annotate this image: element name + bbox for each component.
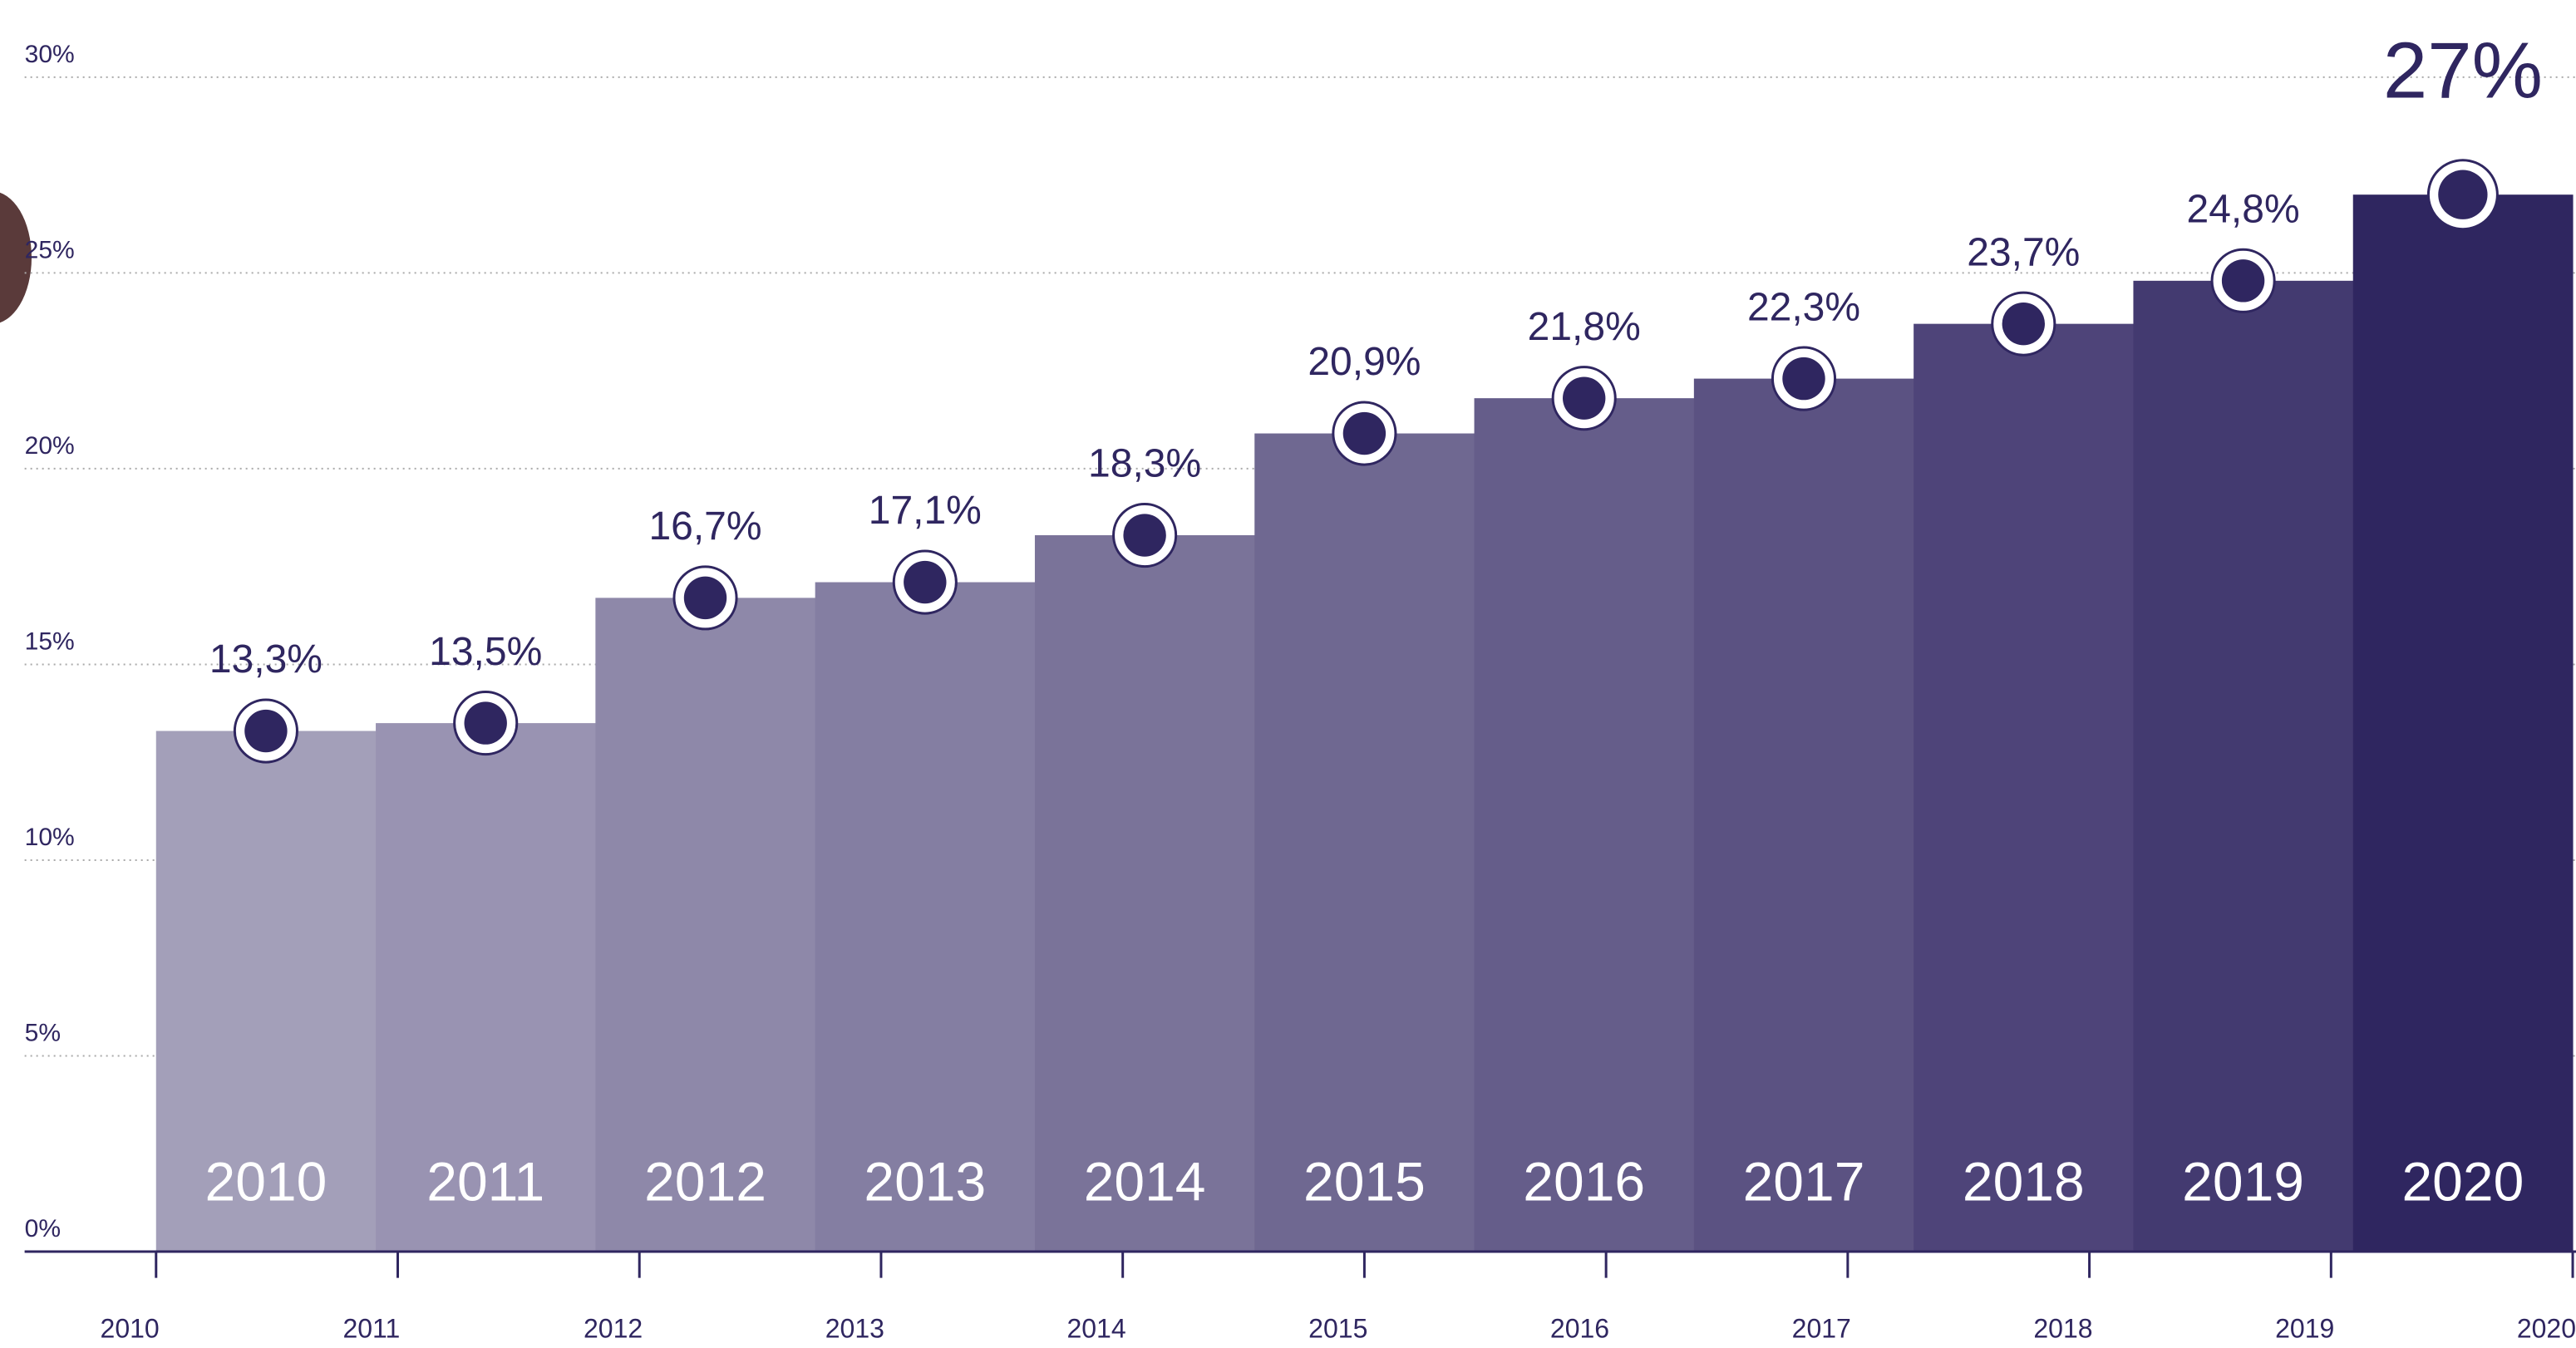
- marker-dot: [2438, 170, 2487, 219]
- marker-dot: [1782, 357, 1825, 400]
- bar-category-label: 2010: [204, 1150, 327, 1212]
- timeline-label: 2020: [2517, 1313, 2576, 1343]
- timeline-label: 2010: [101, 1313, 160, 1343]
- value-label: 21,8%: [1528, 305, 1641, 349]
- y-tick-label: 15%: [25, 628, 75, 656]
- marker-dot: [244, 710, 287, 752]
- bar-category-label: 2011: [426, 1150, 544, 1212]
- bar: [1694, 379, 1914, 1252]
- timeline-label: 2014: [1066, 1313, 1125, 1343]
- marker-dot: [2222, 259, 2264, 302]
- value-label: 24,8%: [2187, 187, 2300, 231]
- timeline-label: 2013: [825, 1313, 884, 1343]
- timeline-label: 2012: [584, 1313, 643, 1343]
- y-tick-label: 5%: [25, 1020, 61, 1047]
- timeline-label: 2016: [1550, 1313, 1609, 1343]
- value-label: 18,3%: [1088, 442, 1201, 486]
- timeline-label: 2018: [2033, 1313, 2092, 1343]
- y-tick-label: 10%: [25, 824, 75, 851]
- bar-category-label: 2018: [1963, 1150, 2085, 1212]
- timeline-label: 2019: [2275, 1313, 2334, 1343]
- y-tick-label: 0%: [25, 1215, 61, 1242]
- marker-dot: [465, 701, 507, 744]
- timeline-label: 2015: [1308, 1313, 1367, 1343]
- timeline-label: 2017: [1792, 1313, 1851, 1343]
- bar: [1475, 398, 1695, 1252]
- bar-category-label: 2014: [1084, 1150, 1206, 1212]
- y-tick-label: 20%: [25, 432, 75, 460]
- value-label: 13,3%: [209, 637, 323, 681]
- bar: [1254, 434, 1475, 1252]
- value-label: 20,9%: [1308, 340, 1421, 384]
- marker-dot: [1343, 412, 1386, 455]
- value-label: 22,3%: [1747, 285, 1860, 329]
- bar-category-label: 2020: [2401, 1150, 2524, 1212]
- value-label: 17,1%: [869, 489, 982, 533]
- page: 0% 5% 10% 15% 20% 25% 30% 2010 13,3% 2011 13,5% 201…: [0, 0, 2576, 1348]
- bar: [2353, 194, 2574, 1252]
- marker-dot: [2002, 303, 2045, 345]
- marker-dot: [904, 561, 946, 603]
- value-label: 16,7%: [648, 504, 761, 549]
- value-label: 23,7%: [1967, 230, 2080, 274]
- bar-category-label: 2013: [864, 1150, 986, 1212]
- marker-dot: [1563, 376, 1605, 419]
- bar: [2133, 281, 2353, 1252]
- chart: 0% 5% 10% 15% 20% 25% 30% 2010 13,3% 2011 13,5% 201…: [0, 0, 2576, 1348]
- bar-category-label: 2017: [1743, 1150, 1865, 1212]
- marker-dot: [1123, 514, 1165, 556]
- marker-dot: [684, 577, 727, 619]
- bar-category-label: 2019: [2182, 1150, 2304, 1212]
- y-tick-label: 30%: [25, 41, 75, 68]
- timeline-label: 2011: [342, 1313, 400, 1343]
- value-label: 13,5%: [429, 630, 542, 674]
- value-label: 27%: [2383, 26, 2543, 115]
- bar-category-label: 2015: [1303, 1150, 1426, 1212]
- bar-category-label: 2012: [644, 1150, 766, 1212]
- y-tick-label: 25%: [25, 237, 75, 264]
- bar-category-label: 2016: [1523, 1150, 1645, 1212]
- bar: [1914, 324, 2134, 1252]
- bar: [1035, 535, 1255, 1252]
